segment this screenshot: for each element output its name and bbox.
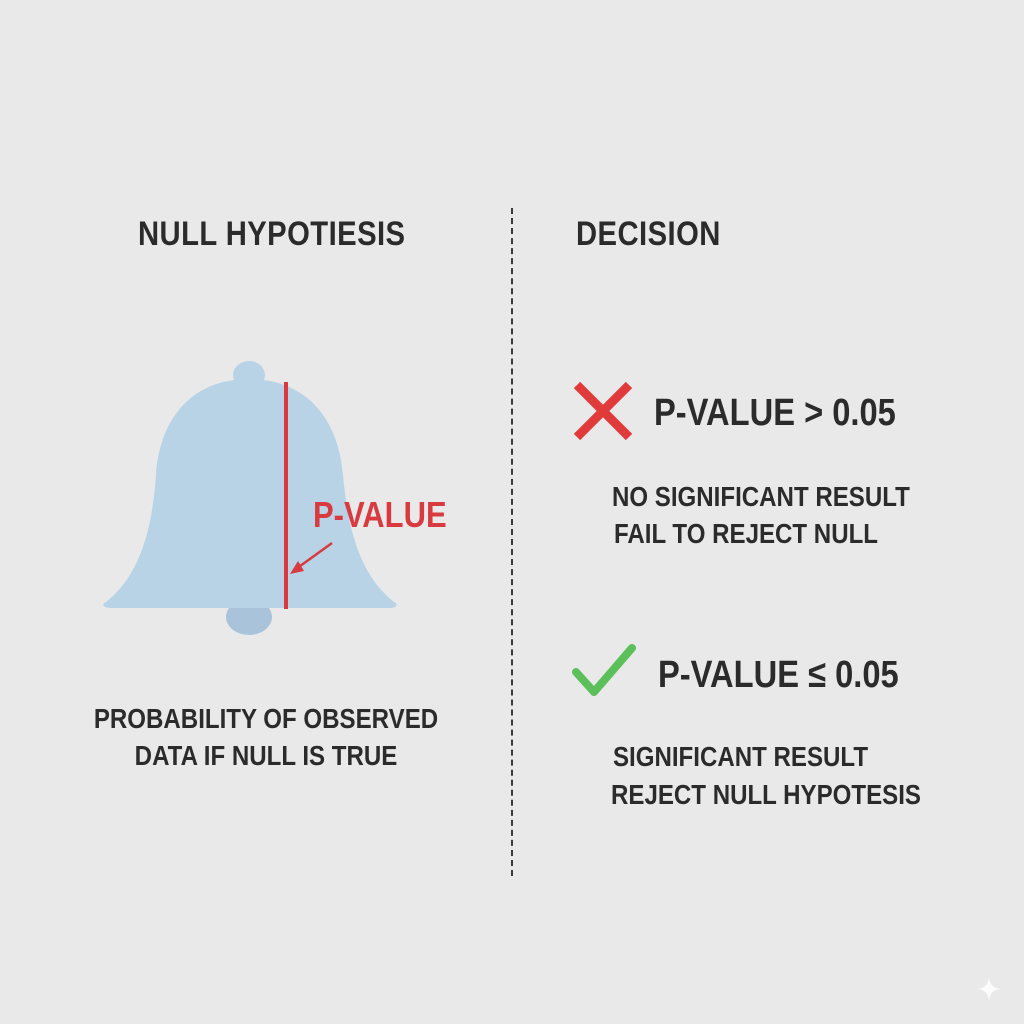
probability-caption-line-1: PROBABILITY OF OBSERVED xyxy=(93,703,439,734)
bell-curve-illustration xyxy=(103,361,397,635)
green-check-icon xyxy=(572,644,636,696)
p-value-label: P-VALUE xyxy=(313,494,447,535)
null-hypothesis-heading: NULL HYPOTIESIS xyxy=(138,215,406,253)
p-value-less-equal-condition: P-VALUE ≤ 0.05 xyxy=(658,654,899,696)
sparkle-icon xyxy=(977,977,1001,1001)
no-significant-result-text: NO SIGNIFICANT RESULT xyxy=(612,481,910,512)
panel-divider xyxy=(511,208,513,876)
red-x-icon xyxy=(573,381,633,441)
decision-heading: DECISION xyxy=(576,215,721,253)
p-value-greater-condition: P-VALUE > 0.05 xyxy=(654,392,896,434)
fail-to-reject-text: FAIL TO REJECT NULL xyxy=(614,518,879,549)
probability-caption-line-2: DATA IF NULL IS TRUE xyxy=(134,740,398,771)
reject-null-text: REJECT NULL HYPOTESIS xyxy=(611,779,921,810)
p-value-arrow xyxy=(295,541,333,571)
p-value-arrowhead xyxy=(290,561,304,574)
significant-result-text: SIGNIFICANT RESULT xyxy=(613,741,869,772)
